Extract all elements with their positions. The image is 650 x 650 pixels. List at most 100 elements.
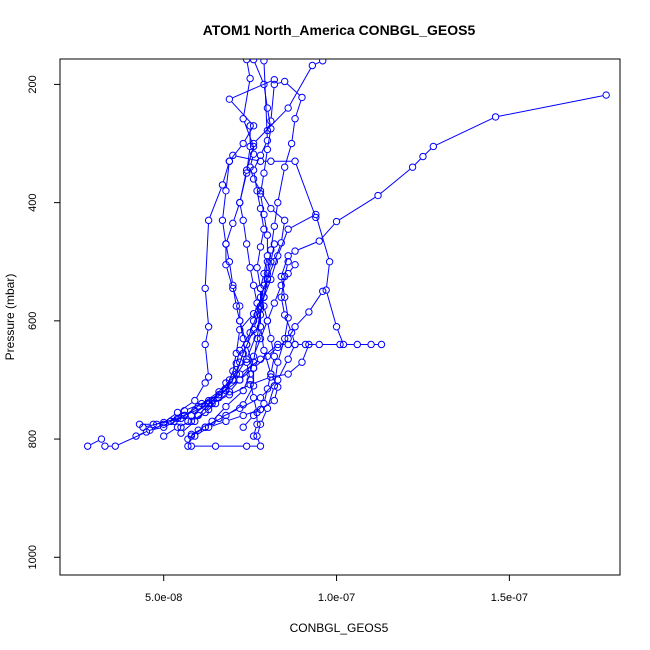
- series-segment: [139, 431, 147, 436]
- data-point: [101, 442, 109, 450]
- series-segment: [261, 193, 270, 206]
- data-point: [280, 272, 289, 281]
- data-point: [187, 442, 196, 450]
- data-point: [274, 376, 282, 384]
- series-segment: [236, 309, 240, 318]
- profile-series: [187, 91, 610, 450]
- series-segment: [286, 83, 300, 96]
- data-point: [305, 340, 313, 349]
- data-point: [260, 225, 268, 233]
- series-segment: [280, 340, 286, 346]
- data-point: [187, 417, 196, 426]
- series-segment: [231, 101, 252, 124]
- data-point: [139, 423, 147, 431]
- data-point: [339, 340, 348, 349]
- data-point: [367, 340, 375, 349]
- series-segment: [289, 68, 312, 106]
- series-segment: [194, 428, 203, 434]
- series-segment: [274, 365, 278, 383]
- data-point: [173, 414, 182, 423]
- series-segment: [277, 170, 285, 200]
- data-point: [201, 284, 209, 293]
- data-point: [270, 75, 279, 84]
- data-point: [277, 272, 285, 281]
- data-point: [249, 352, 258, 361]
- series-segment: [284, 321, 289, 336]
- series-segment: [315, 61, 320, 65]
- series-segment: [273, 210, 283, 219]
- series-segment: [253, 306, 257, 318]
- data-point: [229, 284, 237, 293]
- data-point: [322, 286, 330, 294]
- series-segment: [243, 81, 251, 116]
- data-point: [191, 396, 199, 405]
- data-point: [218, 181, 227, 189]
- data-point: [253, 432, 261, 440]
- data-point: [246, 74, 254, 83]
- series-segment: [226, 247, 230, 259]
- data-point: [225, 376, 234, 384]
- series-segment: [211, 421, 223, 427]
- data-point: [267, 258, 275, 266]
- series-segment: [310, 293, 322, 310]
- y-tick-label: 400: [27, 193, 39, 211]
- data-point: [236, 198, 244, 207]
- data-point: [284, 225, 292, 233]
- data-point: [270, 80, 279, 89]
- data-point: [305, 308, 313, 316]
- data-point: [239, 411, 247, 420]
- data-point: [256, 204, 265, 213]
- data-point: [236, 317, 244, 325]
- data-point: [260, 399, 268, 408]
- data-point: [201, 379, 209, 387]
- data-point: [253, 187, 261, 195]
- data-point: [280, 216, 289, 225]
- data-point: [301, 340, 310, 349]
- data-point: [222, 417, 230, 426]
- y-axis-label: Pressure (mbar): [3, 274, 17, 361]
- series-segment: [263, 265, 268, 282]
- series-segment: [254, 62, 264, 82]
- data-point: [491, 113, 500, 121]
- data-point: [315, 237, 323, 245]
- series-segment: [160, 418, 175, 424]
- series-segment: [285, 318, 291, 330]
- data-point: [246, 376, 254, 384]
- series-segment: [281, 258, 288, 274]
- series-segment: [180, 422, 189, 427]
- data-point: [291, 260, 299, 269]
- data-point: [242, 169, 251, 177]
- series-segment: [295, 164, 316, 215]
- data-point: [312, 213, 320, 222]
- data-point: [222, 402, 230, 411]
- data-point: [267, 373, 275, 381]
- data-point: [160, 432, 168, 440]
- series-segment: [233, 291, 239, 303]
- data-point: [239, 139, 247, 148]
- data-point: [249, 166, 258, 174]
- series-segment: [232, 385, 248, 394]
- data-point: [277, 293, 285, 301]
- data-point: [280, 77, 289, 86]
- series-segment: [339, 196, 376, 221]
- series-segment: [220, 382, 232, 396]
- data-point: [256, 284, 265, 293]
- series-segment: [281, 223, 285, 240]
- data-point: [153, 420, 161, 428]
- data-point: [260, 293, 268, 301]
- plot-frame: [59, 58, 621, 576]
- series-segment: [298, 241, 317, 251]
- data-point: [377, 340, 386, 349]
- data-point: [374, 191, 382, 200]
- data-point: [225, 95, 234, 103]
- series-segment: [240, 347, 246, 360]
- data-point: [267, 370, 275, 378]
- data-point: [260, 302, 268, 310]
- series-segment: [236, 353, 240, 361]
- series-segment: [326, 265, 330, 287]
- data-point: [277, 281, 285, 290]
- series-segment: [290, 215, 313, 229]
- data-point: [204, 216, 213, 225]
- data-point: [204, 373, 213, 381]
- x-tick-label: 1.5e-07: [491, 592, 528, 604]
